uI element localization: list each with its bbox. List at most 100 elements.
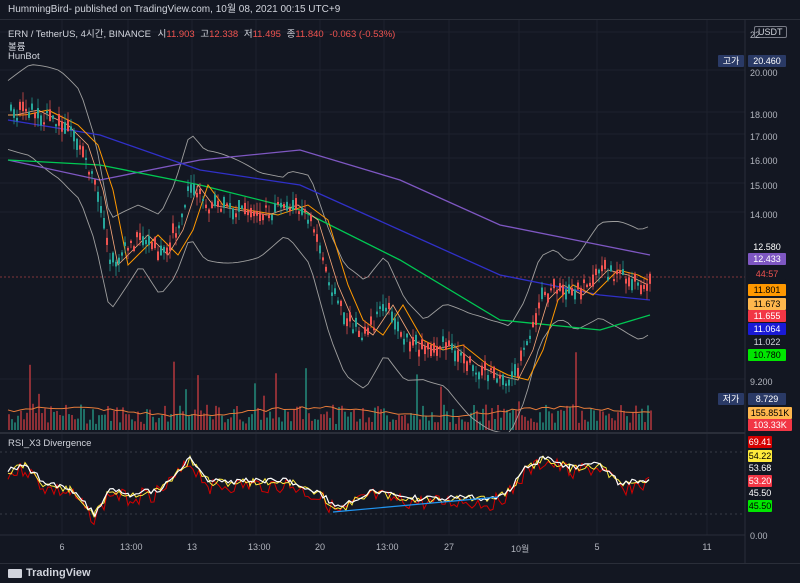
volume-bar xyxy=(95,423,97,430)
volume-bar xyxy=(512,408,514,430)
open-value: 11.903 xyxy=(166,29,195,40)
candle-body xyxy=(340,300,342,307)
candle-body xyxy=(34,112,36,119)
rsi-tag: 54.22 xyxy=(748,450,772,462)
published-text: HummingBird- published on TradingView.co… xyxy=(8,4,341,15)
price-tag: 44:57 xyxy=(748,268,786,280)
rsi-red-line xyxy=(7,457,650,526)
volume-bar xyxy=(137,411,139,430)
low-label: 저 xyxy=(243,29,253,40)
candle-body xyxy=(319,245,321,254)
candle-body xyxy=(631,279,633,291)
volume-bar xyxy=(602,411,604,430)
candle-body xyxy=(25,108,27,112)
candle-body xyxy=(262,213,264,221)
price-panel[interactable] xyxy=(0,64,745,434)
candle-body xyxy=(484,361,486,371)
candle-body xyxy=(532,321,534,328)
symbol-name: ERN / TetherUS, 4시간, BINANCE xyxy=(8,29,151,40)
volume-bar xyxy=(176,414,178,430)
volume-bar xyxy=(47,422,49,430)
rsi-tag: 69.41 xyxy=(748,436,772,448)
candle-body xyxy=(571,287,573,296)
published-header: HummingBird- published on TradingView.co… xyxy=(0,0,800,20)
candle-body xyxy=(229,203,231,208)
candle-body xyxy=(43,122,45,125)
volume-bar xyxy=(173,361,175,430)
candle-body xyxy=(199,189,201,195)
candle-body xyxy=(406,333,408,338)
ma-green-line xyxy=(7,159,651,331)
price-tag: 12.433 xyxy=(748,253,786,265)
volume-bar xyxy=(131,419,133,430)
volume-bar xyxy=(353,409,355,430)
candle-body xyxy=(436,345,438,356)
candle-body xyxy=(40,115,42,126)
time-tick: 13:00 xyxy=(376,542,399,552)
candle-body xyxy=(583,279,585,284)
candle-body xyxy=(130,240,132,244)
volume-bar xyxy=(74,419,76,430)
volume-bar xyxy=(557,410,559,430)
ma-light-orange-line xyxy=(8,109,649,381)
candle-body xyxy=(31,103,33,110)
candle-body xyxy=(148,236,150,246)
tradingview-logo[interactable]: TradingView xyxy=(8,567,91,579)
hunbot-legend: HunBot xyxy=(8,51,40,62)
volume-bar xyxy=(470,412,472,430)
candle-body xyxy=(166,247,168,255)
close-value: 11.840 xyxy=(295,29,324,40)
volume-bar xyxy=(584,419,586,430)
volume-bar xyxy=(578,422,580,430)
volume-bar xyxy=(236,405,238,430)
volume-bar xyxy=(113,410,115,430)
candle-body xyxy=(274,203,276,212)
volume-bar xyxy=(155,422,157,430)
candle-body xyxy=(568,284,570,294)
volume-bar xyxy=(149,409,151,430)
volume-bar xyxy=(566,405,568,430)
rsi-panel[interactable] xyxy=(0,451,745,526)
candle-body xyxy=(514,364,516,376)
candle-body xyxy=(496,378,498,383)
chart-canvas[interactable] xyxy=(0,20,800,563)
chart-area[interactable]: ERN / TetherUS, 4시간, BINANCE 시11.903 고12… xyxy=(0,20,800,563)
volume-bar xyxy=(53,411,55,430)
candle-body xyxy=(79,145,81,150)
candle-body xyxy=(481,365,483,376)
volume-bar xyxy=(416,374,418,430)
candle-body xyxy=(325,266,327,272)
candle-body xyxy=(331,292,333,296)
volume-bar xyxy=(509,412,511,430)
volume-bar xyxy=(56,410,58,430)
currency-badge[interactable]: USDT xyxy=(754,26,787,38)
volume-bar xyxy=(197,375,199,430)
candle-body xyxy=(121,252,123,256)
volume-bar xyxy=(389,421,391,430)
price-tick: 15.000 xyxy=(750,181,778,191)
volume-bar xyxy=(230,417,232,430)
candle-body xyxy=(391,311,393,323)
volume-bar xyxy=(500,417,502,430)
candle-body xyxy=(604,259,606,270)
candle-body xyxy=(463,353,465,364)
candle-body xyxy=(649,273,651,284)
volume-bar xyxy=(419,419,421,430)
candle-body xyxy=(286,201,288,211)
volume-bar xyxy=(407,423,409,430)
low-marker-value: 8.729 xyxy=(748,393,786,405)
volume-bar xyxy=(305,368,307,430)
candle-body xyxy=(172,223,174,234)
volume-bar xyxy=(494,419,496,430)
candle-body xyxy=(175,233,177,238)
candle-body xyxy=(511,371,513,378)
volume-bar xyxy=(539,412,541,430)
volume-bar xyxy=(356,421,358,430)
candle-body xyxy=(382,304,384,312)
candle-body xyxy=(415,334,417,345)
candle-body xyxy=(433,342,435,353)
candle-body xyxy=(58,114,60,126)
candle-body xyxy=(595,268,597,276)
volume-bar xyxy=(443,404,445,430)
volume-bar xyxy=(401,416,403,430)
